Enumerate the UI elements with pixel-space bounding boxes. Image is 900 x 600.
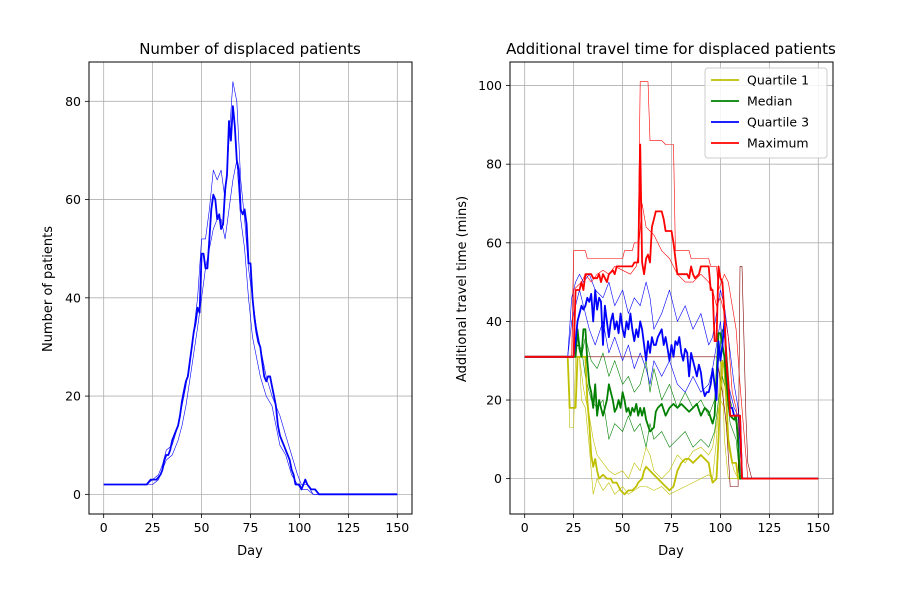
series-line — [103, 160, 398, 495]
x-tick-label: 50 — [615, 520, 631, 535]
y-tick-label: 60 — [486, 235, 502, 250]
series-line — [524, 143, 819, 480]
legend-box — [704, 67, 828, 159]
legend-items: Quartile 1 Median Quartile 3 Maximum — [711, 73, 809, 151]
x-tick-label: 125 — [757, 520, 781, 535]
series-line — [524, 356, 819, 495]
y-tick-label: 80 — [486, 157, 502, 172]
x-tick-label: 100 — [709, 520, 733, 535]
series-line — [103, 105, 398, 496]
y-tick-label: 100 — [478, 78, 502, 93]
x-tick-label: 75 — [664, 520, 680, 535]
series-line — [524, 356, 819, 479]
x-tick-label: 150 — [806, 520, 830, 535]
x-tick-label: 25 — [566, 520, 582, 535]
right-chart-title: Additional travel time for displaced pat… — [506, 40, 836, 58]
right-subplot: Additional travel time for displaced pat… — [455, 40, 836, 559]
y-tick-label: 40 — [486, 314, 502, 329]
series-line — [524, 355, 819, 496]
legend: Quartile 1 Median Quartile 3 Maximum — [704, 67, 828, 159]
x-tick-label: 25 — [145, 520, 161, 535]
left-y-axis-label: Number of patients — [41, 226, 56, 352]
right-x-ticks: 0 25 50 75 100 125 150 — [521, 514, 830, 535]
series-line — [524, 273, 819, 479]
x-tick-label: 0 — [521, 520, 529, 535]
left-chart-title: Number of displaced patients — [139, 40, 361, 58]
left-x-ticks: 0 25 50 75 100 125 150 — [100, 514, 409, 535]
x-tick-label: 75 — [243, 520, 259, 535]
y-tick-label: 0 — [73, 487, 81, 502]
legend-label: Median — [747, 94, 792, 109]
left-series-group — [103, 81, 398, 496]
x-tick-label: 100 — [288, 520, 312, 535]
y-tick-label: 40 — [65, 290, 81, 305]
left-y-ticks: 0 20 40 60 80 — [65, 94, 89, 502]
series-line — [524, 81, 819, 479]
y-tick-label: 0 — [494, 471, 502, 486]
x-tick-label: 150 — [385, 520, 409, 535]
right-y-axis-label: Additional travel time (mins) — [455, 196, 470, 382]
legend-label: Quartile 1 — [747, 73, 809, 88]
left-x-axis-label: Day — [237, 544, 263, 559]
right-x-axis-label: Day — [658, 544, 684, 559]
right-y-ticks: 0 20 40 60 80 100 — [478, 78, 510, 486]
left-subplot: Number of displaced patients 0 25 50 75 100 1… — [41, 40, 413, 559]
x-tick-label: 125 — [336, 520, 360, 535]
y-tick-label: 20 — [486, 393, 502, 408]
x-tick-label: 50 — [194, 520, 210, 535]
legend-label: Quartile 3 — [747, 115, 809, 130]
y-tick-label: 80 — [65, 94, 81, 109]
x-tick-label: 0 — [100, 520, 108, 535]
series-line — [524, 289, 819, 480]
y-tick-label: 20 — [65, 389, 81, 404]
y-tick-label: 60 — [65, 192, 81, 207]
right-series-group — [524, 81, 819, 496]
legend-label: Maximum — [747, 136, 809, 151]
